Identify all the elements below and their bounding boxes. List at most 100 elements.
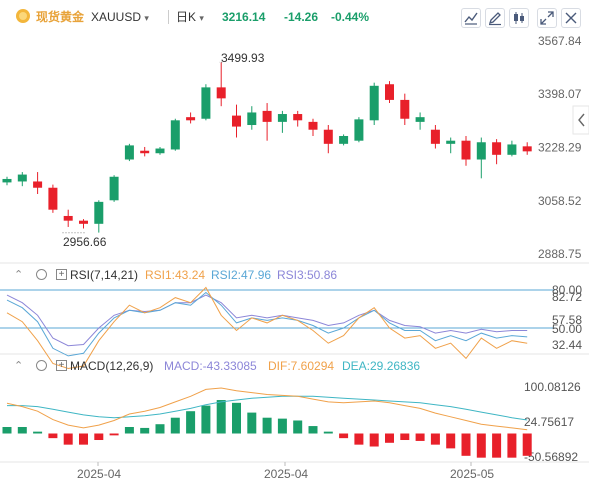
- trend-line-tool-button[interactable]: [461, 8, 481, 28]
- candle-style-button[interactable]: [509, 8, 529, 28]
- candle-body: [2, 178, 12, 183]
- pencil-icon: [488, 12, 501, 26]
- price-axis: 3567.84 3398.07 3228.29 3058.52 2888.75: [538, 34, 582, 261]
- candle-body: [33, 181, 43, 188]
- candle-body: [48, 187, 58, 210]
- header-divider: [168, 10, 169, 24]
- close-icon: [565, 12, 577, 24]
- macd-histogram-bar: [63, 433, 73, 445]
- candlestick-icon: [514, 12, 524, 24]
- collapse-panel-button[interactable]: [572, 105, 589, 135]
- close-button[interactable]: [561, 8, 581, 28]
- macd-histogram-bar: [339, 433, 349, 439]
- macd-histogram-bar: [216, 400, 226, 434]
- macd-histogram-bar: [476, 433, 486, 458]
- fullscreen-button[interactable]: [537, 8, 557, 28]
- symbol-selector[interactable]: XAUUSD ▾: [91, 9, 149, 26]
- rsi-level-label: 50.00: [552, 322, 582, 336]
- candle-body: [339, 135, 349, 144]
- macd-histogram-bar: [522, 433, 532, 456]
- price-tick-label: 3567.84: [538, 34, 582, 48]
- macd-histogram-bar: [247, 412, 257, 434]
- macd-histogram-bar: [277, 418, 287, 434]
- macd-histogram-bar: [48, 433, 58, 439]
- indicator-toggle-icon[interactable]: +: [56, 269, 67, 280]
- trend-line-icon: [464, 12, 478, 25]
- price-tick-label: 3058.52: [538, 194, 582, 208]
- macd-histogram-bar: [262, 417, 272, 434]
- chevron-down-icon: ▾: [144, 13, 149, 23]
- macd-histogram-bar: [33, 431, 43, 434]
- candle-body: [476, 142, 486, 160]
- macd-histogram-bar: [124, 426, 134, 434]
- candle-body: [232, 115, 241, 127]
- price-tick-label: 3228.29: [538, 141, 582, 155]
- candlestick-series: [2, 62, 532, 233]
- candle-body: [140, 150, 150, 154]
- rsi2-line: [6, 291, 528, 357]
- settings-icon[interactable]: [36, 360, 47, 371]
- candle-body: [201, 87, 211, 119]
- macd-histogram-bar: [109, 433, 119, 436]
- macd-histogram-bar: [492, 433, 502, 458]
- fullscreen-icon: [540, 11, 554, 25]
- rsi1-line: [6, 286, 528, 370]
- rsi-level-label: 80.00: [552, 283, 582, 297]
- price-annotations: 3499.93 2956.66: [61, 51, 265, 249]
- rsi-name: RSI(7,14,21): [70, 268, 139, 282]
- rsi2-value: RSI2:47.96: [211, 268, 272, 282]
- candle-body: [170, 120, 180, 150]
- current-price: 3216.14: [222, 10, 266, 24]
- chevron-down-icon: ▾: [199, 13, 204, 23]
- candle-body: [430, 129, 440, 144]
- candle-body: [216, 87, 226, 99]
- macd-histogram-bar: [17, 426, 27, 434]
- rsi-level-label: 32.44: [552, 338, 582, 352]
- candle-body: [94, 201, 104, 224]
- dif-value: DIF:7.60294: [268, 359, 335, 373]
- macd-header: ⌃ + MACD(12,26,9) MACD:-43.33085 DIF:7.6…: [0, 357, 589, 375]
- rsi-header: ⌃ + RSI(7,14,21) RSI1:43.24 RSI2:47.96 R…: [0, 266, 589, 284]
- macd-histogram-bar: [400, 433, 410, 441]
- candle-body: [17, 174, 27, 182]
- dif-line: [6, 387, 528, 431]
- date-tick-label: 2025-05: [450, 467, 494, 481]
- candle-body: [354, 119, 364, 141]
- chart-header: 现货黄金 XAUUSD ▾ 日K ▾ 3216.14 -14.26 -0.44%: [0, 0, 589, 32]
- settings-icon[interactable]: [36, 269, 47, 280]
- macd-histogram-bar: [186, 411, 196, 434]
- candle-body: [277, 114, 287, 122]
- timeframe-selector[interactable]: 日K ▾: [176, 9, 204, 26]
- macd-histogram-bar: [369, 433, 379, 447]
- macd-histogram-bar: [461, 433, 471, 456]
- draw-tool-button[interactable]: [485, 8, 505, 28]
- rsi3-value: RSI3:50.86: [277, 268, 338, 282]
- candle-body: [308, 121, 318, 130]
- macd-panel: 100.08126 24.75617 -50.56892: [2, 380, 581, 464]
- candle-body: [124, 145, 134, 160]
- macd-histogram-bar: [79, 433, 88, 445]
- candle-body: [155, 148, 165, 154]
- dea-line: [7, 395, 528, 421]
- candle-body: [492, 142, 502, 155]
- macd-histogram-bar: [170, 417, 180, 434]
- candle-body: [186, 117, 196, 121]
- rsi3-line: [6, 294, 528, 347]
- chevron-up-icon[interactable]: ⌃: [14, 360, 24, 372]
- macd-histogram-bar: [430, 433, 440, 445]
- macd-histogram-bar: [94, 433, 104, 441]
- price-tick-label: 3398.07: [538, 87, 582, 101]
- macd-axis-label: 100.08126: [524, 380, 581, 394]
- candle-body: [400, 99, 410, 119]
- macd-histogram-bar: [323, 431, 333, 434]
- instrument-name: 现货黄金: [36, 10, 85, 24]
- rsi-level-label: 82.72: [552, 290, 582, 304]
- macd-histogram-bar: [293, 420, 303, 434]
- indicator-toggle-icon[interactable]: +: [56, 360, 67, 371]
- chevron-left-icon: [578, 113, 585, 127]
- macd-histogram-bar: [354, 433, 364, 445]
- macd-histogram-bar: [415, 433, 425, 441]
- chevron-up-icon[interactable]: ⌃: [14, 269, 24, 281]
